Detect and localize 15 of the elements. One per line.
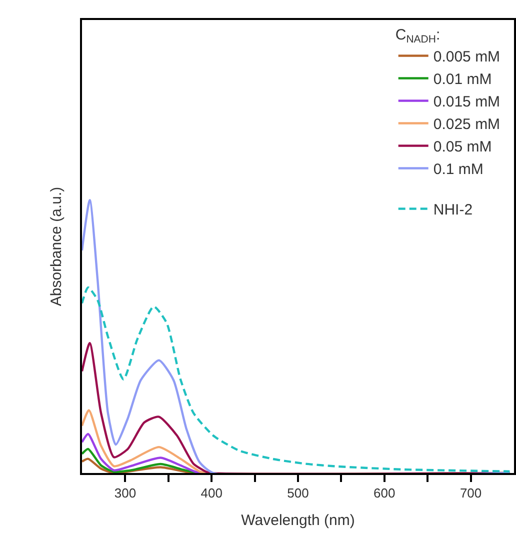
x-tick-label: 400 xyxy=(200,485,222,500)
legend-label: 0.05 mM xyxy=(433,138,492,156)
legend-label: 0.025 mM xyxy=(433,116,500,134)
x-tick-label: 300 xyxy=(114,485,136,500)
legend-label: 0.015 mM xyxy=(433,94,500,111)
x-axis-title: Wavelength (nm) xyxy=(241,512,355,529)
x-tick-label: 600 xyxy=(374,485,396,500)
legend-title: C$_{NADH}$: xyxy=(395,26,440,46)
legend-label: NHI-2 xyxy=(433,202,473,219)
legend-label: 0.005 mM xyxy=(433,48,500,66)
legend-label: 0.1 mM xyxy=(433,161,484,178)
legend-label: 0.01 mM xyxy=(433,71,492,88)
y-axis-title: Absorbance (a.u.) xyxy=(48,186,65,306)
x-tick-label: 700 xyxy=(460,485,482,500)
x-tick-label: 500 xyxy=(287,485,309,500)
